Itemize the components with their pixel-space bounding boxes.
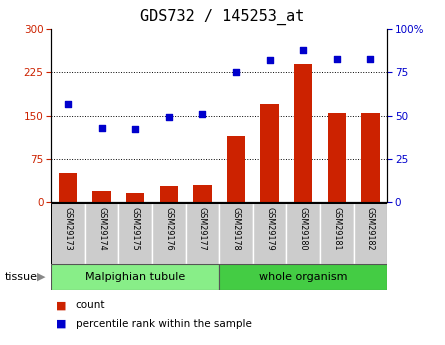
Point: [165, 115, 172, 120]
Point: [333, 56, 340, 61]
Bar: [219, 203, 253, 264]
Text: ■: ■: [56, 319, 66, 328]
Text: GSM29176: GSM29176: [164, 207, 173, 250]
Bar: [294, 64, 312, 202]
Text: GSM29180: GSM29180: [299, 207, 307, 250]
Text: GSM29173: GSM29173: [64, 207, 73, 250]
Point: [65, 101, 72, 106]
Bar: [320, 203, 354, 264]
Text: GSM29175: GSM29175: [131, 207, 140, 250]
Point: [232, 70, 239, 75]
Point: [98, 125, 105, 130]
Text: ■: ■: [56, 300, 66, 310]
Point: [132, 127, 139, 132]
Point: [199, 111, 206, 117]
Text: GSM29179: GSM29179: [265, 207, 274, 250]
Text: GSM29178: GSM29178: [231, 207, 240, 250]
Text: count: count: [76, 300, 105, 310]
Bar: [85, 203, 118, 264]
Point: [367, 56, 374, 61]
Bar: [118, 203, 152, 264]
Bar: [227, 136, 245, 202]
Point: [299, 47, 307, 53]
Bar: [186, 203, 219, 264]
Bar: [287, 203, 320, 264]
Text: GDS732 / 145253_at: GDS732 / 145253_at: [140, 9, 305, 25]
Bar: [328, 113, 346, 202]
Bar: [126, 193, 145, 202]
Bar: [51, 264, 219, 290]
Point: [266, 58, 273, 63]
Bar: [159, 186, 178, 202]
Bar: [152, 203, 186, 264]
Bar: [253, 203, 287, 264]
Text: tissue: tissue: [4, 272, 37, 282]
Text: percentile rank within the sample: percentile rank within the sample: [76, 319, 251, 328]
Text: GSM29181: GSM29181: [332, 207, 341, 250]
Text: whole organism: whole organism: [259, 272, 348, 282]
Bar: [51, 203, 85, 264]
Bar: [59, 173, 77, 202]
Bar: [92, 191, 111, 202]
Bar: [361, 113, 380, 202]
Text: Malpighian tubule: Malpighian tubule: [85, 272, 185, 282]
Bar: [219, 264, 387, 290]
Text: GSM29174: GSM29174: [97, 207, 106, 250]
Bar: [193, 185, 212, 202]
Text: ▶: ▶: [36, 272, 45, 282]
Text: GSM29177: GSM29177: [198, 207, 207, 250]
Text: GSM29182: GSM29182: [366, 207, 375, 250]
Bar: [260, 104, 279, 202]
Bar: [353, 203, 387, 264]
